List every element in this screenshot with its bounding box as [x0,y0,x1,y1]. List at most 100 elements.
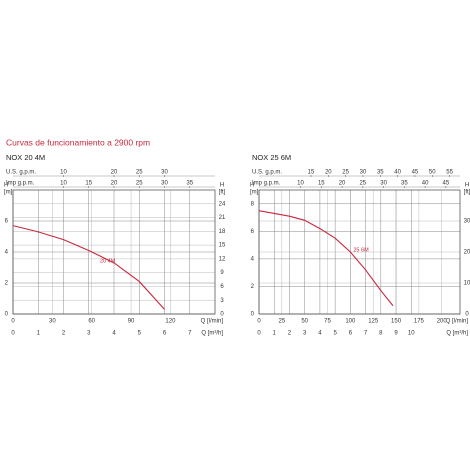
top-tick-label: 50 [429,170,436,176]
x2-tick-label: 60 [88,319,95,325]
chart-title: NOX 25 6M [252,153,291,162]
x2-tick-label: 120 [165,319,176,325]
x-tick-label: 2 [62,331,66,337]
top-tick-label: 40 [394,170,401,176]
y-tick-label: 4 [251,256,255,262]
y2-tick-label: 0 [465,312,469,318]
x-tick-label: 6 [349,331,353,337]
y-tick-label: 0 [251,312,255,318]
y-tick-label: 8 [251,201,255,207]
x-tick-label: 3 [87,331,91,337]
x2-tick-label: 0 [11,319,15,325]
top-tick-label: 10 [60,170,67,176]
x2-axis-label: Q [l/min] [446,319,469,325]
top-tick-label: 15 [308,170,315,176]
top-tick-label: 20 [111,181,118,187]
top-tick-label: 40 [422,181,429,187]
top-tick-label: 10 [297,181,304,187]
page-title: Curvas de funcionamiento a 2900 rpm [6,137,150,147]
y2-axis-label: [ft] [219,190,226,196]
y-tick-label: 2 [5,281,9,287]
top-tick-label: 25 [136,181,143,187]
y2-axis-label: [ft] [464,190,470,196]
x-tick-label: 10 [408,331,415,337]
y2-tick-label: 6 [220,284,224,290]
chart-title: NOX 20 4M [6,153,45,162]
x-tick-label: 7 [364,331,368,337]
x2-tick-label: 50 [301,319,308,325]
curve [258,210,394,307]
top-axis-label: Imp g.p.m. [6,181,35,187]
x2-tick-label: 175 [414,319,425,325]
x-tick-label: 0 [11,331,15,337]
y2-tick-label: 21 [219,215,226,221]
x-tick-label: 5 [138,331,142,337]
top-tick-label: 30 [380,181,387,187]
curve-label: 20 4M [100,258,116,264]
x2-tick-label: 0 [257,319,261,325]
top-tick-label: 35 [401,181,408,187]
top-tick-label: 20 [111,170,118,176]
top-tick-label: 20 [339,181,346,187]
x-tick-label: 0 [257,331,261,337]
top-tick-label: 25 [359,181,366,187]
y-axis-label: [m] [4,190,13,196]
x2-tick-label: 90 [128,319,135,325]
top-tick-label: 25 [342,170,349,176]
y-tick-label: 6 [251,229,255,235]
x-tick-label: 1 [37,331,41,337]
top-axis-label: U.S. g.p.m. [6,170,36,176]
curve [12,225,165,310]
y-tick-label: 6 [5,219,9,225]
x-tick-label: 6 [163,331,167,337]
top-tick-label: 25 [136,170,143,176]
top-tick-label: 10 [60,181,67,187]
y2-tick-label: 9 [220,270,224,276]
y-tick-label: 2 [251,284,255,290]
x2-tick-label: 100 [345,319,356,325]
y2-tick-label: 18 [219,229,226,235]
y2-tick-label: 30 [464,219,470,225]
top-tick-label: 45 [412,170,419,176]
top-tick-label: 30 [161,170,168,176]
top-tick-label: 20 [325,170,332,176]
x-tick-label: 8 [379,331,383,337]
x-tick-label: 4 [318,331,322,337]
top-tick-label: 30 [360,170,367,176]
x-tick-label: 2 [288,331,292,337]
plot-frame [12,189,216,315]
x-tick-label: 7 [188,331,192,337]
x-tick-label: 9 [394,331,398,337]
top-tick-label: 15 [85,181,92,187]
y-tick-label: 0 [5,312,9,318]
x2-tick-label: 200 [437,319,448,325]
y-tick-label: 4 [5,250,9,256]
y2-tick-label: 0 [220,312,224,318]
x-tick-label: 4 [112,331,116,337]
top-tick-label: 35 [377,170,384,176]
x-axis-label: Q [m³/h] [201,331,223,337]
x-tick-label: 5 [333,331,337,337]
y2-tick-label: 15 [219,243,226,249]
x-tick-label: 3 [303,331,307,337]
top-tick-label: 35 [186,181,193,187]
plot-frame [258,189,461,315]
y2-axis-label: H [220,183,224,189]
x2-axis-label: Q [l/min] [201,319,224,325]
y2-tick-label: 12 [219,256,226,262]
y2-tick-label: 20 [464,250,470,256]
top-axis-label: U.S. g.p.m. [252,170,282,176]
y2-axis-label: H [465,183,469,189]
x-axis-label: Q [m³/h] [446,331,468,337]
x2-tick-label: 150 [391,319,402,325]
top-tick-label: 30 [161,181,168,187]
x2-tick-label: 125 [368,319,379,325]
y2-tick-label: 10 [464,281,470,287]
x2-tick-label: 30 [49,319,56,325]
y-axis-label: H [4,183,8,189]
curve-label: 25 6M [353,247,369,253]
y-axis-label: [m] [250,190,259,196]
top-tick-label: 45 [443,181,450,187]
